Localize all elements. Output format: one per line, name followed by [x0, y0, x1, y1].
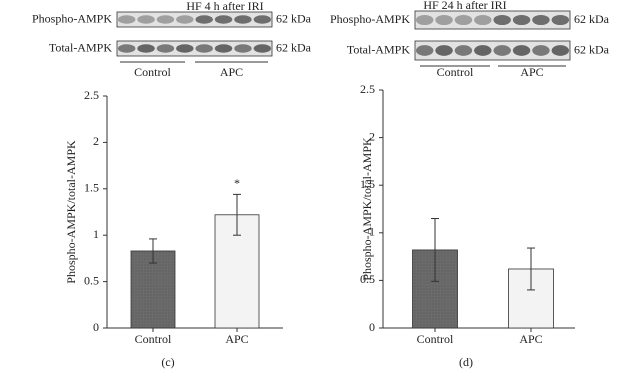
blot-band: [195, 44, 212, 52]
blot-row-label: Total-AMPK: [347, 42, 410, 56]
blot-band: [118, 44, 135, 52]
y-axis-label: Phospho-AMPK/total-AMPK: [64, 140, 78, 284]
blot-band: [455, 45, 472, 56]
blot-size-label: 62 kDa: [574, 12, 610, 26]
y-tick-label: 0.5: [84, 273, 99, 287]
blot-band: [416, 45, 433, 56]
significance-mark: *: [234, 176, 240, 190]
blot-band: [254, 15, 271, 23]
y-tick-label: 1.5: [84, 181, 99, 195]
blot-row-label: Phospho-AMPK: [32, 11, 112, 25]
group-label: APC: [220, 65, 243, 79]
blot-band: [176, 15, 193, 23]
blot-row-label: Total-AMPK: [49, 40, 112, 54]
blot-band: [118, 15, 135, 23]
blot-band: [157, 44, 174, 52]
blot-band: [254, 44, 271, 52]
blot-band: [493, 15, 510, 25]
y-tick-label: 2.5: [360, 82, 375, 96]
blot-band: [234, 44, 251, 52]
x-tick-label: APC: [225, 332, 248, 346]
blot-band: [215, 15, 232, 23]
blot-band: [552, 15, 569, 25]
x-tick-label: Control: [135, 332, 172, 346]
x-tick-label: Control: [417, 332, 454, 346]
blot-band: [474, 15, 491, 25]
blot-band: [435, 45, 452, 56]
figure: HF 4 h after IRI Phospho-AMPK 62 kDa Total-…: [0, 0, 623, 372]
blot-band: [513, 45, 530, 56]
blot-band: [416, 15, 433, 25]
y-tick-label: 1: [93, 227, 99, 241]
blot-band: [455, 15, 472, 25]
blot-band: [157, 15, 174, 23]
blot-band: [513, 15, 530, 25]
panel-label: (c): [161, 355, 174, 369]
blot-band: [474, 45, 491, 56]
blot-band: [435, 15, 452, 25]
blot-band: [195, 15, 212, 23]
panel-label: (d): [459, 355, 473, 369]
x-tick-label: APC: [519, 332, 542, 346]
blot-size-label: 62 kDa: [574, 42, 610, 56]
blot-row-label: Phospho-AMPK: [330, 12, 410, 26]
blot-band: [532, 45, 549, 56]
y-tick-label: 0: [93, 320, 99, 334]
blot-band: [176, 44, 193, 52]
y-tick-label: 0: [369, 320, 375, 334]
blot-size-label: 62 kDa: [276, 40, 312, 54]
blot-band: [552, 45, 569, 56]
blot-band: [137, 44, 154, 52]
y-tick-label: 2.5: [84, 88, 99, 102]
blot-band: [137, 15, 154, 23]
group-label: APC: [520, 65, 543, 79]
blot-band: [215, 44, 232, 52]
blot-title: HF 24 h after IRI: [423, 0, 506, 12]
group-label: Control: [437, 65, 474, 79]
blot-band: [493, 45, 510, 56]
blot-band: [532, 15, 549, 25]
y-tick-label: 2: [93, 134, 99, 148]
blot-band: [234, 15, 251, 23]
blot-size-label: 62 kDa: [276, 11, 312, 25]
blot-title: HF 4 h after IRI: [186, 0, 263, 13]
y-axis-label: Phospho-AMPK/total-AMPK: [360, 137, 374, 281]
group-label: Control: [134, 65, 171, 79]
